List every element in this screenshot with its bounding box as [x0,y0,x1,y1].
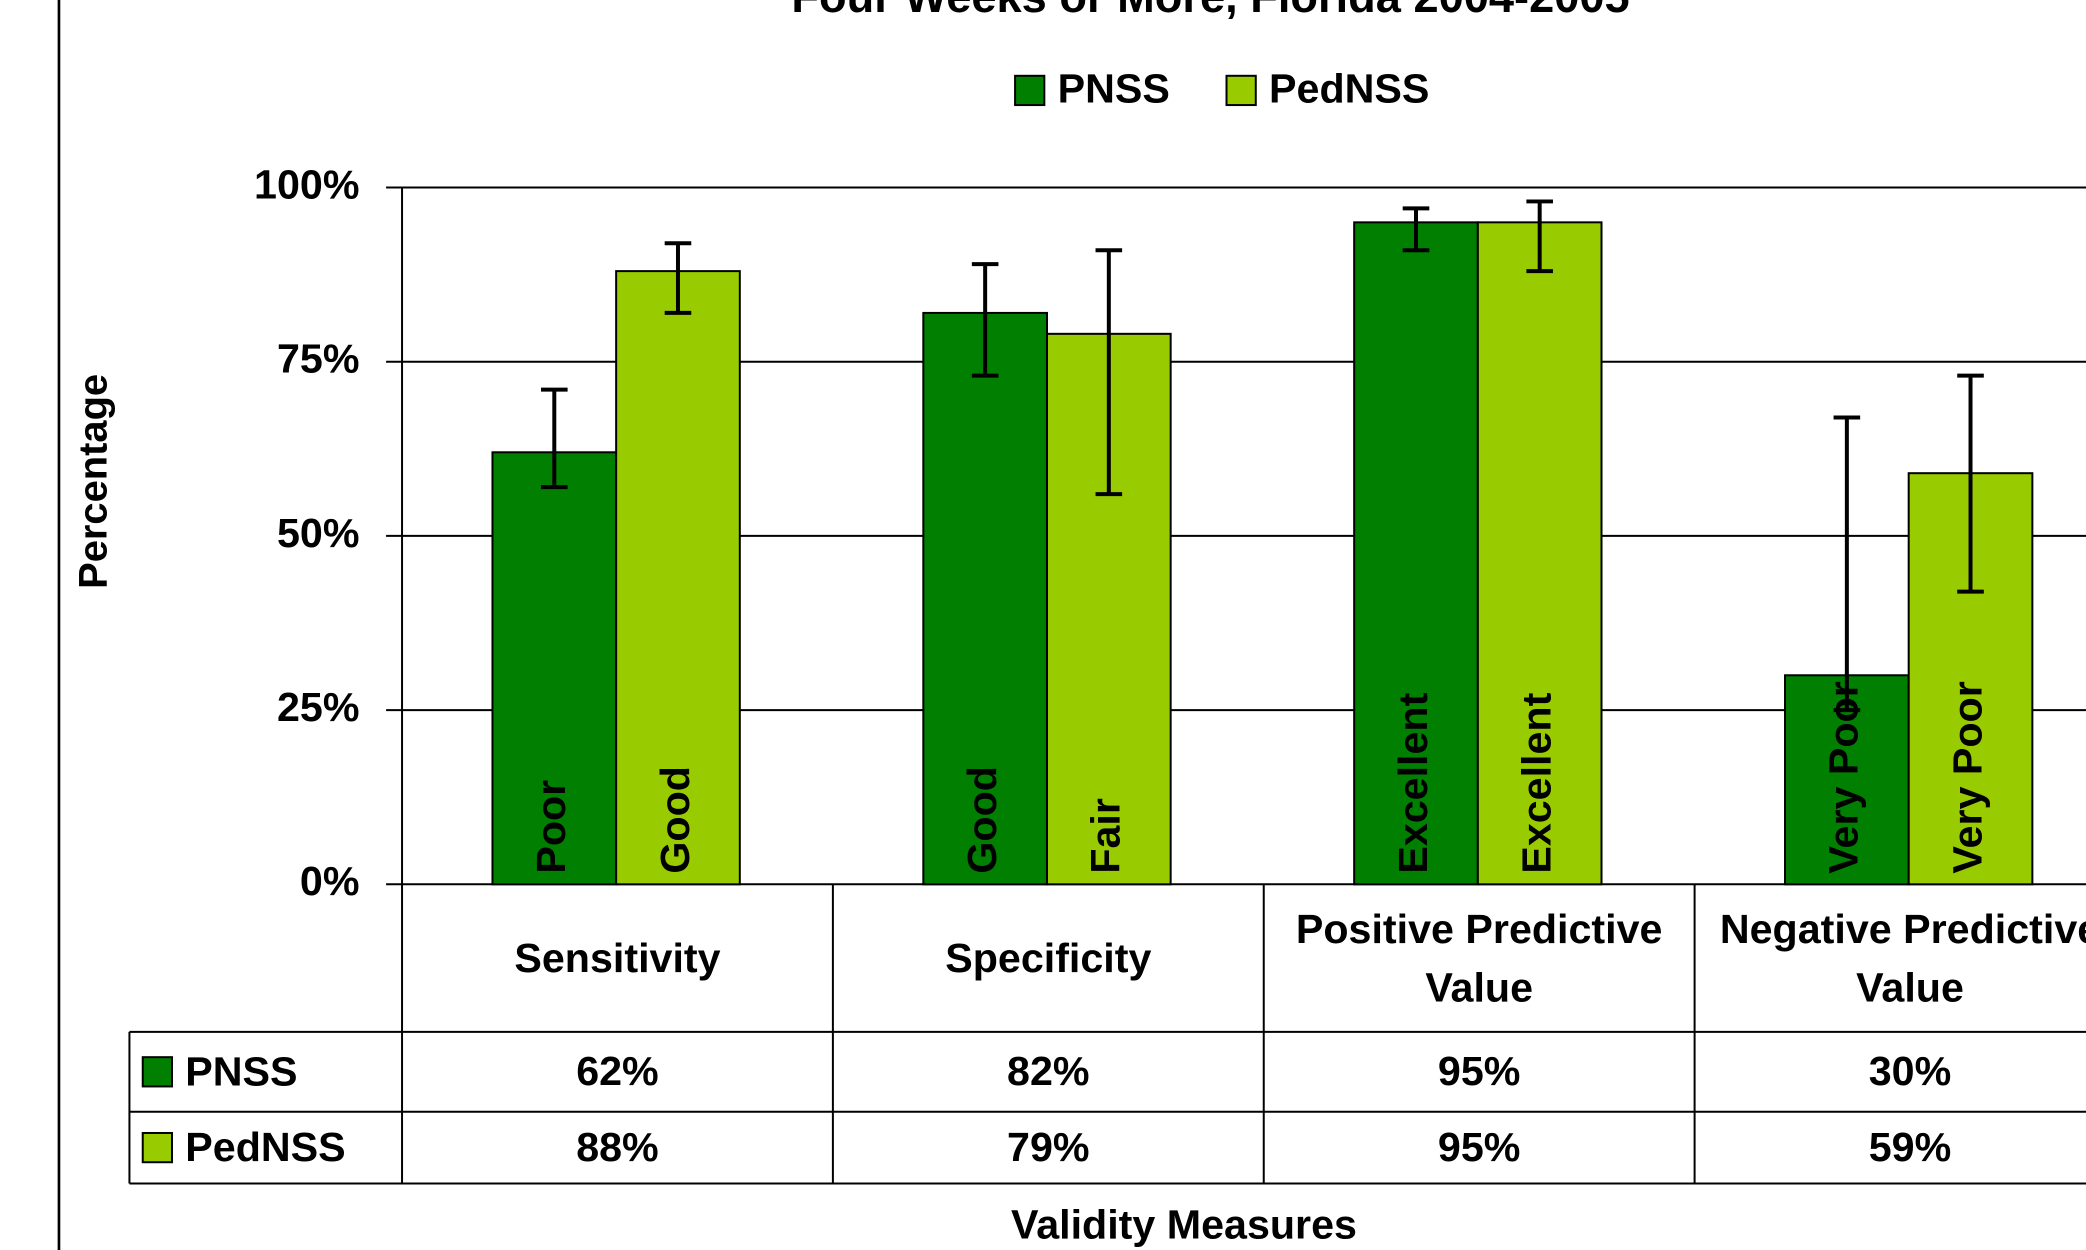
legend-swatch [1225,74,1257,107]
table-value-cell: 88% [576,1124,659,1171]
category-label-cell: Specificity [945,934,1152,982]
table-value-cell: 59% [1868,1124,1952,1171]
table-series-label: PNSS [185,1048,297,1094]
table-value-cell: 79% [1007,1124,1090,1171]
y-axis-label: Percentage [72,374,116,589]
rating-label: Good [652,766,698,874]
bar [1353,221,1479,886]
category-label-cell: Positive Predictive Value [1295,905,1663,1010]
error-bar [1526,199,1553,274]
legend-label: PedNSS [1269,66,1429,112]
category-label-cell: Sensitivity [514,934,721,982]
y-tick-label: 75% [277,336,359,382]
table-legend-swatch [141,1131,173,1164]
category-label: Sensitivity [514,934,721,982]
bar [922,311,1048,886]
table-value: 30% [1868,1048,1952,1095]
error-bar [1957,373,1984,594]
bar [615,270,741,886]
category-label: Specificity [945,934,1152,982]
category-label: Negative Predictive Value [1719,905,2086,1010]
bar [1476,221,1603,886]
table-value: 59% [1868,1124,1952,1171]
error-bar [1833,415,1861,713]
chart-title: Four Weeks or More, Florida 2004-2005 [791,0,1629,22]
table-value: 62% [576,1048,659,1095]
category-label-cell: Negative Predictive Value [1719,905,2086,1010]
y-tick-label: 25% [277,684,359,730]
rating-label: Excellent [1390,692,1436,873]
rating-label: Very Poor [1821,681,1867,873]
rating-label: Poor [528,780,574,874]
table-value-cell: 30% [1868,1048,1952,1095]
legend-swatch [1014,74,1046,107]
x-axis-label: Validity Measures [1011,1201,1357,1247]
table-value-cell: 95% [1437,1048,1521,1095]
error-bar [1095,248,1123,497]
y-tick-label: 0% [300,858,360,904]
error-bar [541,387,568,490]
table-legend-swatch [141,1056,173,1088]
error-bar [664,241,692,315]
table-value: 82% [1007,1048,1090,1095]
rating-label: Good [959,766,1005,874]
table-value: 88% [576,1124,659,1171]
legend-label: PNSS [1058,66,1170,112]
rating-label: Excellent [1514,692,1560,873]
table-value-cell: 62% [576,1048,659,1095]
table-value: 95% [1437,1048,1521,1095]
bar [491,451,618,886]
table-series-label: PedNSS [185,1124,345,1170]
table-value: 95% [1437,1124,1521,1171]
rating-label: Fair [1083,798,1129,874]
error-bar [971,262,999,378]
y-tick-label: 50% [277,510,359,556]
error-bar [1402,206,1430,253]
rating-label: Very Poor [1944,681,1990,873]
y-tick-label: 100% [254,161,359,207]
table-value: 79% [1007,1124,1090,1171]
category-label: Positive Predictive Value [1295,905,1663,1010]
table-value-cell: 82% [1007,1048,1090,1095]
table-value-cell: 95% [1437,1124,1521,1171]
